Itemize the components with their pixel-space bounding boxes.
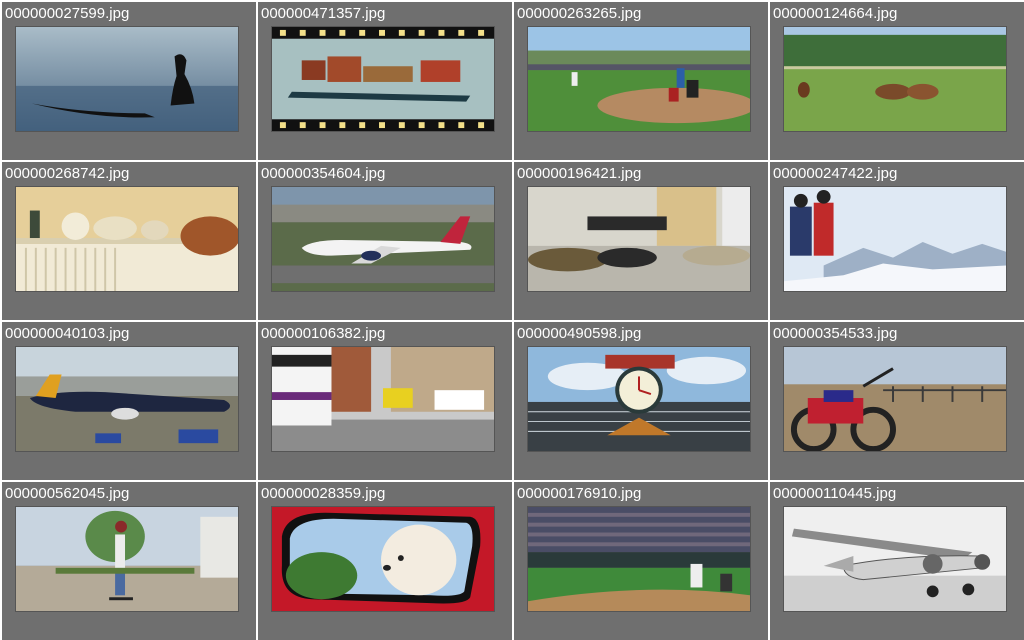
thumbnail-cell[interactable]: 000000247422.jpg xyxy=(770,162,1024,320)
thumbnail-cell[interactable]: 000000490598.jpg xyxy=(514,322,768,480)
pottery-shelf-photo[interactable] xyxy=(15,186,239,292)
thumbnail-filename: 000000040103.jpg xyxy=(5,325,130,342)
thumbnail-filename: 000000247422.jpg xyxy=(773,165,898,182)
thumbnail-cell[interactable]: 000000124664.jpg xyxy=(770,2,1024,160)
delta-airplane-photo[interactable] xyxy=(271,186,495,292)
thumbnail-filename: 000000562045.jpg xyxy=(5,485,130,502)
thumbnail-cell[interactable]: 000000106382.jpg xyxy=(258,322,512,480)
thumbnail-cell[interactable]: 000000027599.jpg xyxy=(2,2,256,160)
thumbnail-filename: 000000110445.jpg xyxy=(773,485,897,502)
skateboarder-photo[interactable] xyxy=(15,506,239,612)
baseball-stadium-photo[interactable] xyxy=(527,506,751,612)
baseball-field-photo[interactable] xyxy=(527,26,751,132)
thumbnail-filename: 000000268742.jpg xyxy=(5,165,130,182)
thumbnail-filename: 000000124664.jpg xyxy=(773,5,898,22)
thumbnail-filename: 000000471357.jpg xyxy=(261,5,386,22)
thumbnail-cell[interactable]: 000000176910.jpg xyxy=(514,482,768,640)
thumbnail-cell[interactable]: 000000471357.jpg xyxy=(258,2,512,160)
thumbnail-cell[interactable]: 000000562045.jpg xyxy=(2,482,256,640)
horses-grazing-photo[interactable] xyxy=(783,26,1007,132)
city-bus-street-photo[interactable] xyxy=(271,346,495,452)
skiers-mountains-photo[interactable] xyxy=(783,186,1007,292)
thumbnail-cell[interactable]: 000000268742.jpg xyxy=(2,162,256,320)
thumbnail-filename: 000000176910.jpg xyxy=(517,485,642,502)
thumbnail-filename: 000000354604.jpg xyxy=(261,165,386,182)
airport-sleepers-photo[interactable] xyxy=(527,186,751,292)
thumbnail-filename: 000000027599.jpg xyxy=(5,5,130,22)
thumbnail-filename: 000000490598.jpg xyxy=(517,325,642,342)
dog-car-mirror-photo[interactable] xyxy=(271,506,495,612)
thumbnail-cell[interactable]: 000000110445.jpg xyxy=(770,482,1024,640)
toy-train-film-photo[interactable] xyxy=(271,26,495,132)
thumbnail-cell[interactable]: 000000196421.jpg xyxy=(514,162,768,320)
thumbnail-filename: 000000106382.jpg xyxy=(261,325,386,342)
thumbnail-filename: 000000028359.jpg xyxy=(261,485,386,502)
vintage-airplane-photo[interactable] xyxy=(783,506,1007,612)
motorcycle-desert-photo[interactable] xyxy=(783,346,1007,452)
thumbnail-filename: 000000263265.jpg xyxy=(517,5,642,22)
surfer-silhouette-photo[interactable] xyxy=(15,26,239,132)
thumbnail-cell[interactable]: 000000263265.jpg xyxy=(514,2,768,160)
thumbnail-filename: 000000354533.jpg xyxy=(773,325,898,342)
thumbnail-cell[interactable]: 000000354533.jpg xyxy=(770,322,1024,480)
thumbnail-cell[interactable]: 000000354604.jpg xyxy=(258,162,512,320)
whale-airplane-photo[interactable] xyxy=(15,346,239,452)
thumbnail-cell[interactable]: 000000028359.jpg xyxy=(258,482,512,640)
thumbnail-cell[interactable]: 000000040103.jpg xyxy=(2,322,256,480)
thumbnail-filename: 000000196421.jpg xyxy=(517,165,642,182)
ballpark-clock-photo[interactable] xyxy=(527,346,751,452)
